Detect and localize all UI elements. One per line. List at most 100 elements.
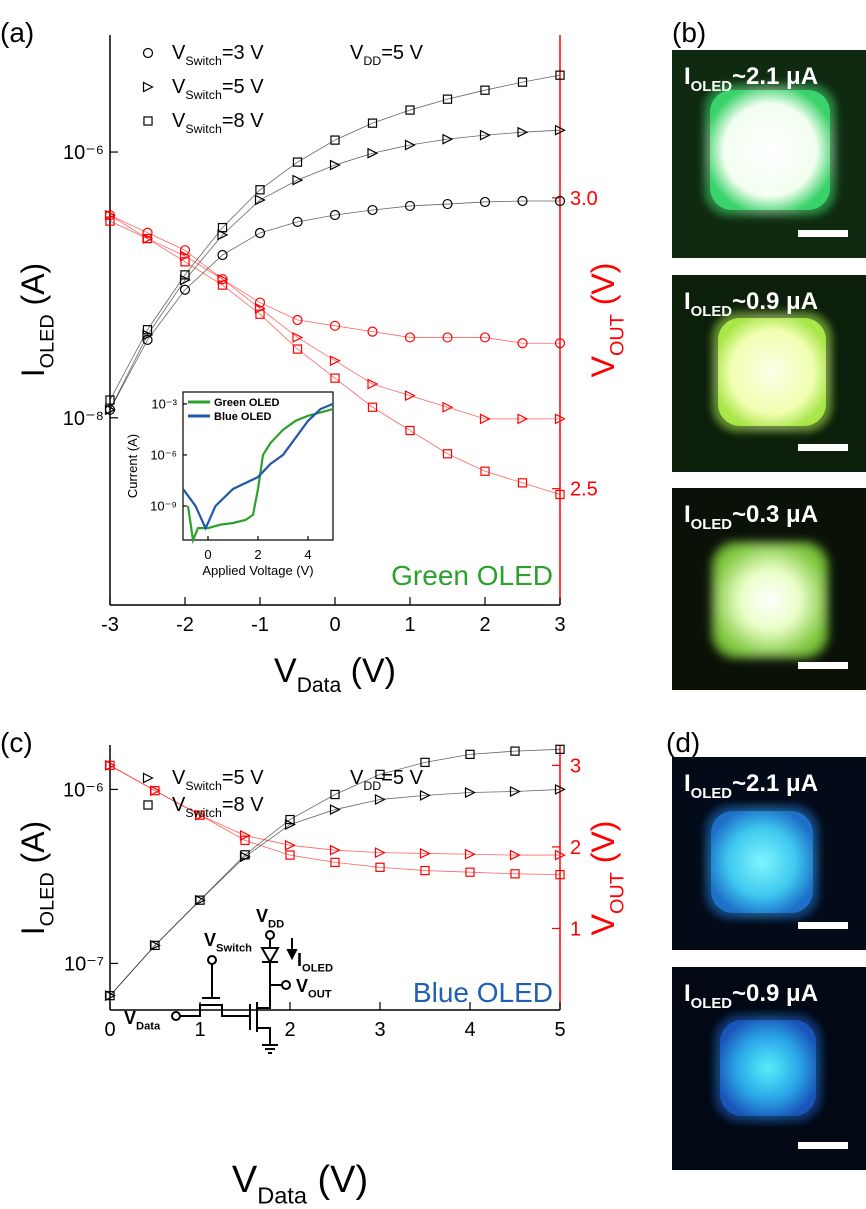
- text-part: OLED: [37, 314, 59, 368]
- x-tick-label: 1: [404, 614, 415, 636]
- figure: (a)-3-2-1012310⁻⁶10⁻⁸2.53.0VSwitch=3 VVS…: [0, 0, 866, 1209]
- y2-tick-label: 2: [570, 837, 581, 859]
- series-line: [110, 789, 560, 995]
- series-line: [110, 215, 560, 343]
- text-part: (V): [341, 652, 396, 690]
- x-tick-label: 3: [374, 1019, 385, 1041]
- text-part: OLED: [691, 79, 733, 95]
- y-axis-label: IOLED (A): [15, 821, 59, 935]
- text-part: I: [684, 63, 691, 90]
- emission-area: [718, 318, 826, 426]
- text-part: V: [172, 110, 186, 132]
- text-part: OLED: [37, 872, 59, 926]
- text-part: I: [15, 926, 51, 935]
- text-part: (V): [585, 821, 621, 873]
- marker: [144, 49, 153, 58]
- text-part: =5 V: [381, 42, 423, 64]
- x-tick-label: 2: [479, 614, 490, 636]
- text-part: ~0.9 μA: [732, 980, 818, 1007]
- text-part: OLED: [691, 304, 733, 320]
- text-part: V: [296, 976, 308, 996]
- x-tick-label: 1: [194, 1019, 205, 1041]
- text-part: =8 V: [222, 110, 264, 132]
- annotation: Blue OLED: [413, 977, 553, 1008]
- marker: [144, 801, 152, 809]
- x-tick-label: 0: [104, 1019, 115, 1041]
- text-part: Switch: [185, 779, 222, 793]
- text-part: ~0.9 μA: [732, 288, 818, 315]
- text-part: =8 V: [222, 794, 264, 816]
- x-tick-label: 4: [304, 547, 311, 562]
- x-tick-label: 0: [329, 614, 340, 636]
- annotation: Green OLED: [391, 560, 553, 591]
- legend-label: Blue OLED: [214, 411, 272, 423]
- text-part: V: [256, 906, 268, 926]
- series-line: [110, 215, 560, 419]
- text-part: DD: [363, 54, 381, 68]
- text-part: OLED: [691, 517, 733, 533]
- x-axis-label: VData (V): [232, 1159, 368, 1208]
- panel-title: (a): [0, 17, 34, 48]
- scale-bar: [798, 230, 848, 237]
- text-part: (A): [15, 263, 51, 315]
- y2-axis-label: VOUT (V): [585, 821, 629, 936]
- marker: [144, 117, 152, 125]
- text-part: V: [232, 1159, 258, 1201]
- text-part: Switch: [185, 806, 222, 820]
- x-tick-label: 5: [554, 1019, 565, 1041]
- text-part: I: [684, 501, 691, 528]
- text-part: ~2.1 μA: [732, 63, 818, 90]
- x-tick-label: 2: [284, 1019, 295, 1041]
- series-line: [110, 130, 560, 410]
- legend-label: VSwitch=5 V: [172, 767, 264, 793]
- text-part: V: [204, 930, 216, 950]
- text-part: (V): [307, 1159, 368, 1201]
- text-part: Data: [297, 674, 342, 697]
- y2-tick-label: 3: [570, 755, 581, 777]
- legend-label: VSwitch=3 V: [172, 42, 264, 68]
- text-part: V: [350, 767, 364, 789]
- y-tick-label: 10⁻⁶: [63, 142, 104, 164]
- text-part: OUT: [607, 314, 629, 356]
- circuit-label: VDD: [256, 906, 284, 930]
- text-part: Switch: [216, 942, 252, 954]
- scale-bar: [798, 922, 848, 929]
- text-part: Data: [136, 1020, 161, 1032]
- legend-label: VSwitch=8 V: [172, 110, 264, 136]
- circuit-label: IOLED: [297, 950, 333, 974]
- emission-area: [720, 1020, 816, 1116]
- text-part: (V): [585, 263, 621, 315]
- y2-tick-label: 2.5: [570, 479, 598, 501]
- text-part: V: [172, 794, 186, 816]
- circuit-label: VOUT: [296, 976, 332, 1000]
- text-part: I: [684, 288, 691, 315]
- scale-bar: [798, 662, 848, 669]
- legend-note: VDD=5 V: [350, 42, 424, 68]
- legend-label: VSwitch=8 V: [172, 794, 264, 820]
- text-part: I: [684, 980, 691, 1007]
- text-part: V: [172, 42, 186, 64]
- scale-bar: [798, 444, 848, 451]
- text-part: V: [585, 913, 621, 935]
- text-part: DD: [363, 779, 381, 793]
- text-part: Data: [257, 1182, 308, 1208]
- x-tick-label: 2: [254, 547, 261, 562]
- emission-area: [710, 90, 830, 210]
- y-tick-label: 10⁻⁶: [63, 779, 104, 801]
- x-axis-label: Applied Voltage (V): [202, 563, 313, 578]
- y-tick-label: 10⁻⁶: [150, 447, 177, 462]
- y-axis-label: Current (A): [125, 434, 140, 498]
- y-tick-label: 10⁻⁷: [64, 953, 104, 975]
- text-part: OUT: [308, 988, 332, 1000]
- x-tick-label: -1: [251, 614, 269, 636]
- text-part: V: [585, 355, 621, 377]
- x-tick-label: 3: [554, 614, 565, 636]
- text-part: OLED: [691, 996, 733, 1012]
- panel-title: (c): [0, 727, 33, 758]
- emission-area: [716, 546, 824, 654]
- text-part: OUT: [607, 872, 629, 914]
- y-tick-label: 10⁻⁹: [150, 499, 177, 514]
- text-part: DD: [268, 918, 284, 930]
- text-part: =5 V: [222, 76, 264, 98]
- text-part: V: [274, 652, 297, 690]
